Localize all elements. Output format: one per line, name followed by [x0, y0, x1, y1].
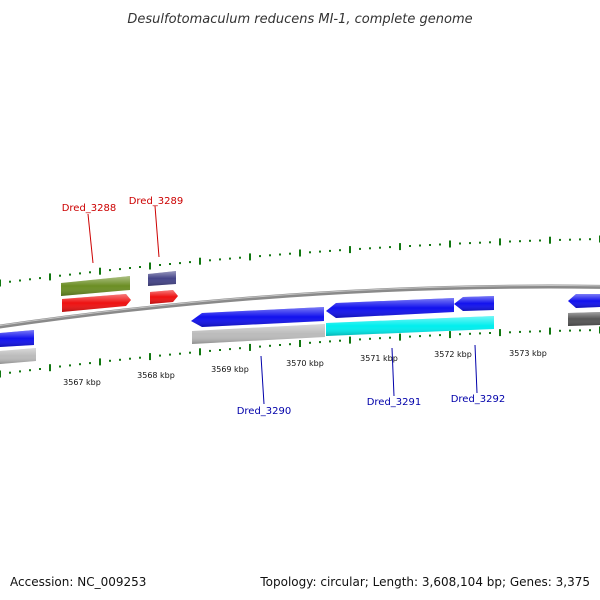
genome-backbone-highlight	[0, 285, 600, 327]
scale-labels: 3567 kbp 3568 kbp 3569 kbp 3570 kbp 3571…	[63, 349, 547, 387]
scale-label: 3571 kbp	[360, 354, 398, 363]
scale-label: 3568 kbp	[137, 371, 175, 380]
genome-backbone	[0, 284, 600, 329]
scale-label: 3567 kbp	[63, 378, 101, 387]
gene-label-dred-3289[interactable]: Dred_3289	[129, 196, 184, 207]
scale-label: 3573 kbp	[509, 349, 547, 358]
accession-text: Accession: NC_009253	[10, 575, 146, 589]
leader-dred-3291	[391, 347, 395, 397]
gene-label-leaders	[87, 205, 478, 405]
map-title: Desulfotomaculum reducens MI-1, complete…	[127, 12, 472, 27]
leader-dred-3292	[474, 344, 478, 394]
outer-tick-ring	[0, 235, 600, 287]
gene-label-dred-3292[interactable]: Dred_3292	[451, 394, 506, 405]
leader-dred-3289	[154, 205, 160, 258]
scale-label: 3569 kbp	[211, 365, 249, 374]
scale-label: 3572 kbp	[434, 350, 472, 359]
gene-label-dred-3288[interactable]: Dred_3288	[62, 203, 117, 214]
scale-label: 3570 kbp	[286, 359, 324, 368]
feature-shading	[0, 271, 600, 364]
leader-dred-3288	[87, 213, 94, 264]
inner-tick-ring	[0, 326, 600, 378]
gene-label-dred-3290[interactable]: Dred_3290	[237, 406, 292, 417]
gene-label-dred-3291[interactable]: Dred_3291	[367, 397, 422, 408]
genome-summary-text: Topology: circular; Length: 3,608,104 bp…	[259, 575, 590, 589]
leader-dred-3290	[260, 355, 265, 405]
feature-track	[0, 271, 600, 364]
